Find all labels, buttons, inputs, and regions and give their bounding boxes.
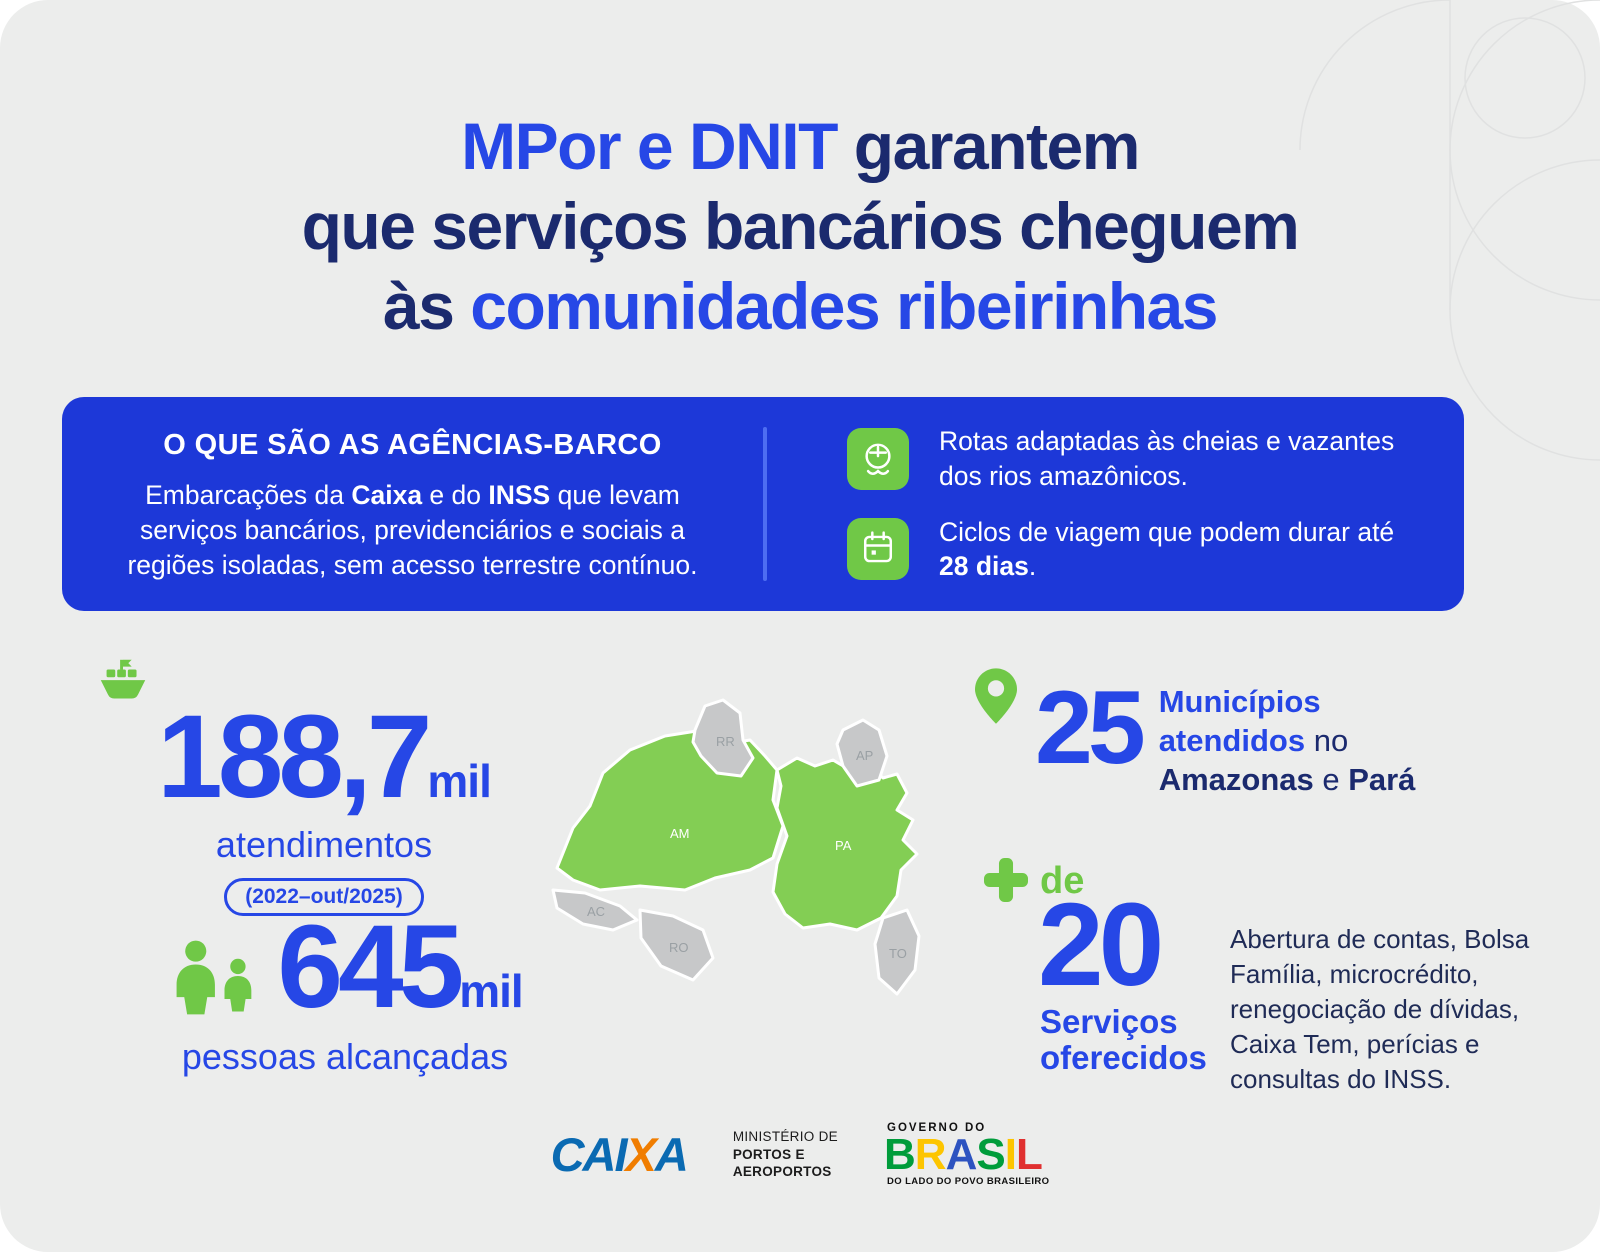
title-accent-3: comunidades ribeirinhas bbox=[470, 269, 1218, 343]
page-title: MPor e DNIT garantem que serviços bancár… bbox=[0, 106, 1600, 346]
item-bold-28dias: 28 dias bbox=[939, 551, 1029, 582]
servicos-description: Abertura de contas, Bolsa Família, micro… bbox=[1230, 924, 1530, 1095]
brand-letter: A bbox=[945, 1130, 978, 1179]
body-text: e do bbox=[422, 480, 489, 511]
info-box-right: Rotas adaptadas às cheias e vazantes dos… bbox=[763, 397, 1464, 611]
body-text: que levam serviços bancários, previdenci… bbox=[127, 480, 698, 580]
stat-pessoas: 645mil pessoas alcançadas bbox=[105, 908, 585, 1078]
location-pin-icon bbox=[975, 668, 1017, 799]
stat-servicos: de 20 Serviços oferecidos Abertura de co… bbox=[978, 852, 1529, 1094]
period-badge: (2022–out/2025) bbox=[224, 878, 424, 916]
municipios-line2-bold: atendidos bbox=[1158, 723, 1306, 759]
map-brazil-north: RR AP AM PA AC RO TO bbox=[545, 678, 975, 1013]
pessoas-unit: mil bbox=[459, 965, 523, 1017]
municipios-label: Municípios atendidos no Amazonas e Pará bbox=[1159, 682, 1416, 799]
municipios-e: e bbox=[1313, 762, 1349, 798]
info-box-left: O QUE SÃO AS AGÊNCIAS-BARCO Embarcações … bbox=[62, 397, 763, 611]
info-item-routes: Rotas adaptadas às cheias e vazantes dos… bbox=[847, 424, 1410, 493]
brand-letter: I bbox=[1004, 1130, 1017, 1179]
atendimentos-label: atendimentos bbox=[215, 824, 433, 865]
state-label-ap: AP bbox=[856, 748, 873, 763]
info-box: O QUE SÃO AS AGÊNCIAS-BARCO Embarcações … bbox=[62, 397, 1464, 611]
state-ro bbox=[638, 908, 715, 982]
governo-brasil-logo: GOVERNO DO BRASIL DO LADO DO POVO BRASIL… bbox=[884, 1122, 1049, 1187]
vertical-divider bbox=[763, 427, 767, 581]
servicos-label-line2: oferecidos bbox=[1040, 1039, 1207, 1077]
title-rest-1: garantem bbox=[836, 109, 1141, 183]
state-ap bbox=[835, 718, 889, 788]
item-text: . bbox=[1028, 551, 1037, 582]
stat-atendimentos: 188,7mil atendimentos (2022–out/2025) bbox=[88, 658, 560, 916]
atendimentos-unit: mil bbox=[427, 755, 491, 807]
ship-icon bbox=[94, 658, 152, 713]
title-line-1: MPor e DNIT garantem bbox=[0, 106, 1600, 186]
brand-letter: R bbox=[914, 1130, 947, 1179]
municipios-para: Pará bbox=[1348, 762, 1416, 798]
title-line-3: às comunidades ribeirinhas bbox=[0, 266, 1600, 346]
pessoas-label: pessoas alcançadas bbox=[181, 1036, 509, 1077]
plus-icon bbox=[984, 858, 1028, 907]
atendimentos-value: 188,7 bbox=[157, 691, 432, 823]
governo-brand: BRASIL bbox=[884, 1133, 1049, 1177]
people-icon bbox=[167, 939, 259, 1020]
pessoas-value-row: 645mil bbox=[277, 908, 523, 1026]
calendar-icon bbox=[847, 518, 909, 581]
caixa-logo: CAIXA bbox=[550, 1127, 689, 1182]
ministry-line1: MINISTÉRIO DE bbox=[732, 1129, 838, 1145]
caixa-text: CAI bbox=[550, 1127, 628, 1181]
title-line-2: que serviços bancários cheguem bbox=[301, 189, 1300, 263]
state-label-pa: PA bbox=[835, 838, 852, 853]
state-label-to: TO bbox=[889, 946, 907, 961]
municipios-value: 25 bbox=[1035, 670, 1146, 786]
body-bold-inss: INSS bbox=[488, 480, 551, 511]
brand-letter: L bbox=[1015, 1130, 1043, 1179]
title-prefix-3: às bbox=[383, 269, 471, 343]
info-item-text: Rotas adaptadas às cheias e vazantes dos… bbox=[939, 426, 1395, 491]
ministry-logo: MINISTÉRIO DE PORTOS E AEROPORTOS bbox=[733, 1128, 838, 1181]
info-item-cycles: Ciclos de viagem que podem durar até 28 … bbox=[847, 515, 1410, 584]
governo-tagline: DO LADO DO POVO BRASILEIRO bbox=[887, 1175, 1050, 1187]
state-label-ac: AC bbox=[587, 904, 605, 919]
info-item-text: Ciclos de viagem que podem durar até 28 … bbox=[939, 515, 1410, 584]
servicos-value: 20 bbox=[1038, 879, 1164, 1011]
footer: CAIXA MINISTÉRIO DE PORTOS E AEROPORTOS … bbox=[0, 1122, 1600, 1187]
body-text: Embarcações da bbox=[145, 480, 352, 511]
state-to bbox=[873, 908, 921, 996]
servicos-label-line1: Serviços bbox=[1040, 1003, 1178, 1040]
info-box-body: Embarcações da Caixa e do INSS que levam… bbox=[106, 478, 719, 583]
body-bold-caixa: Caixa bbox=[351, 480, 423, 511]
municipios-amazonas: Amazonas bbox=[1158, 762, 1314, 798]
stat-value: 188,7mil bbox=[88, 698, 560, 816]
caixa-text: A bbox=[654, 1127, 689, 1181]
caixa-x: X bbox=[625, 1127, 657, 1181]
boat-route-icon bbox=[847, 427, 909, 490]
title-accent-1: MPor e DNIT bbox=[461, 109, 838, 183]
plus-de-row: de bbox=[984, 858, 1084, 907]
state-label-am: AM bbox=[670, 826, 690, 841]
info-box-heading: O QUE SÃO AS AGÊNCIAS-BARCO bbox=[163, 429, 662, 462]
servicos-label: Serviços oferecidos bbox=[1040, 1003, 1207, 1077]
pessoas-row: 645mil bbox=[105, 908, 585, 1026]
stat-municipios: 25 Municípios atendidos no Amazonas e Pa… bbox=[975, 668, 1415, 799]
ministry-line2: PORTOS E bbox=[732, 1146, 805, 1162]
ministry-line3: AEROPORTOS bbox=[732, 1164, 832, 1180]
municipios-line1: Municípios bbox=[1158, 684, 1321, 719]
pessoas-value: 645 bbox=[277, 901, 464, 1033]
state-ac bbox=[551, 888, 639, 932]
item-text: Ciclos de viagem que podem durar até bbox=[939, 517, 1395, 547]
state-rr bbox=[691, 698, 755, 778]
governo-top: GOVERNO DO bbox=[887, 1122, 987, 1134]
brand-letter: B bbox=[884, 1130, 916, 1179]
state-label-ro: RO bbox=[669, 940, 689, 955]
servicos-de: de bbox=[1040, 860, 1085, 902]
state-label-rr: RR bbox=[716, 734, 735, 749]
municipios-line2-rest: no bbox=[1305, 723, 1349, 759]
brand-letter: S bbox=[976, 1130, 1005, 1179]
